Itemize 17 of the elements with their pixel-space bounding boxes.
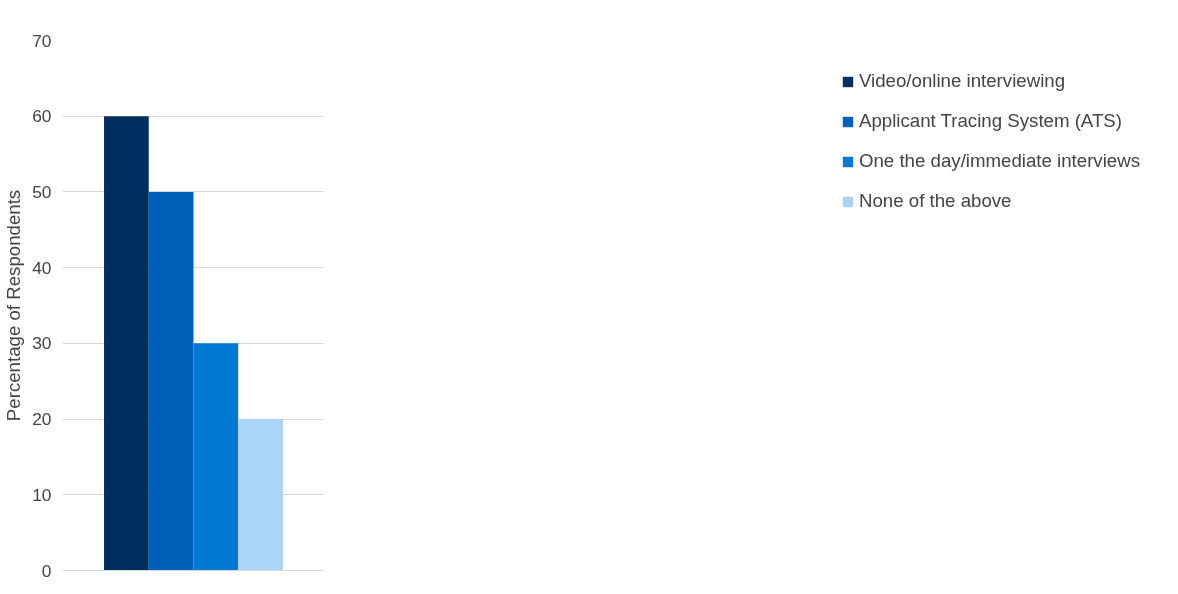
legend-label: None of the above (858, 190, 1012, 212)
y-tick-label: 60 (32, 106, 52, 127)
legend-label: Video/online interviewing (858, 70, 1066, 92)
legend-label: One the day/immediate interviews (858, 150, 1140, 172)
bar (238, 419, 283, 571)
y-tick-label: 10 (32, 484, 52, 505)
y-tick-label: 70 (32, 30, 52, 51)
y-axis-title: Percentage of Respondents (3, 189, 25, 422)
y-tick-label: 30 (32, 333, 52, 354)
y-tick-label: 50 (32, 181, 52, 202)
y-tick-label: 0 (41, 560, 52, 581)
y-tick-label: 40 (32, 257, 52, 278)
y-tick-label: 20 (32, 409, 52, 430)
bar (193, 343, 239, 571)
bar (104, 116, 149, 571)
legend-label: Applicant Tracing System (ATS) (858, 110, 1122, 132)
bar (148, 191, 194, 571)
